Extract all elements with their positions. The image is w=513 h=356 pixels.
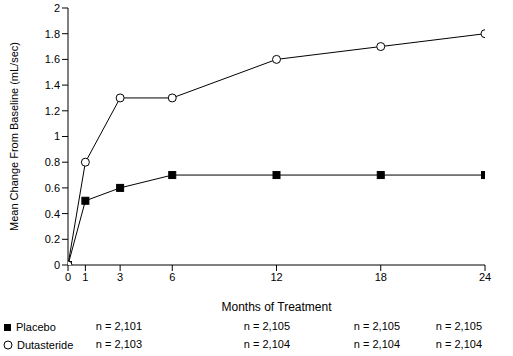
html-text:n = 2,105: n = 2,105 xyxy=(243,320,290,332)
svg-text:1: 1 xyxy=(82,271,88,283)
svg-text:0.2: 0.2 xyxy=(45,233,60,245)
svg-text:Mean Change From Baseline (mL/: Mean Change From Baseline (mL/sec) xyxy=(8,42,20,231)
svg-text:1.2: 1.2 xyxy=(45,105,60,117)
svg-text:12: 12 xyxy=(270,271,282,283)
svg-text:Months of Treatment: Months of Treatment xyxy=(221,300,332,314)
svg-text:3: 3 xyxy=(117,271,123,283)
html-text:n = 2,104: n = 2,104 xyxy=(243,338,290,350)
svg-text:1.6: 1.6 xyxy=(45,53,60,65)
svg-text:1.8: 1.8 xyxy=(45,28,60,40)
html-text:n = 2,103: n = 2,103 xyxy=(95,338,142,350)
svg-text:24: 24 xyxy=(479,271,491,283)
html-text:Placebo: Placebo xyxy=(16,321,56,333)
svg-text:6: 6 xyxy=(169,271,175,283)
svg-text:0: 0 xyxy=(54,259,60,271)
svg-text:0.4: 0.4 xyxy=(45,208,60,220)
html-text:n = 2,105: n = 2,105 xyxy=(435,320,482,332)
html-text:n = 2,105: n = 2,105 xyxy=(353,320,400,332)
svg-text:1.4: 1.4 xyxy=(45,79,60,91)
html-text:n = 2,104: n = 2,104 xyxy=(435,338,482,350)
svg-text:2: 2 xyxy=(54,2,60,14)
svg-text:18: 18 xyxy=(375,271,387,283)
html-text:n = 2,104: n = 2,104 xyxy=(353,338,400,350)
svg-text:0: 0 xyxy=(65,271,71,283)
html-text:Dutasteride: Dutasteride xyxy=(17,339,74,351)
svg-text:0.8: 0.8 xyxy=(45,156,60,168)
svg-text:0.6: 0.6 xyxy=(45,182,60,194)
svg-text:1: 1 xyxy=(54,130,60,142)
html-text:n = 2,101: n = 2,101 xyxy=(95,320,142,332)
